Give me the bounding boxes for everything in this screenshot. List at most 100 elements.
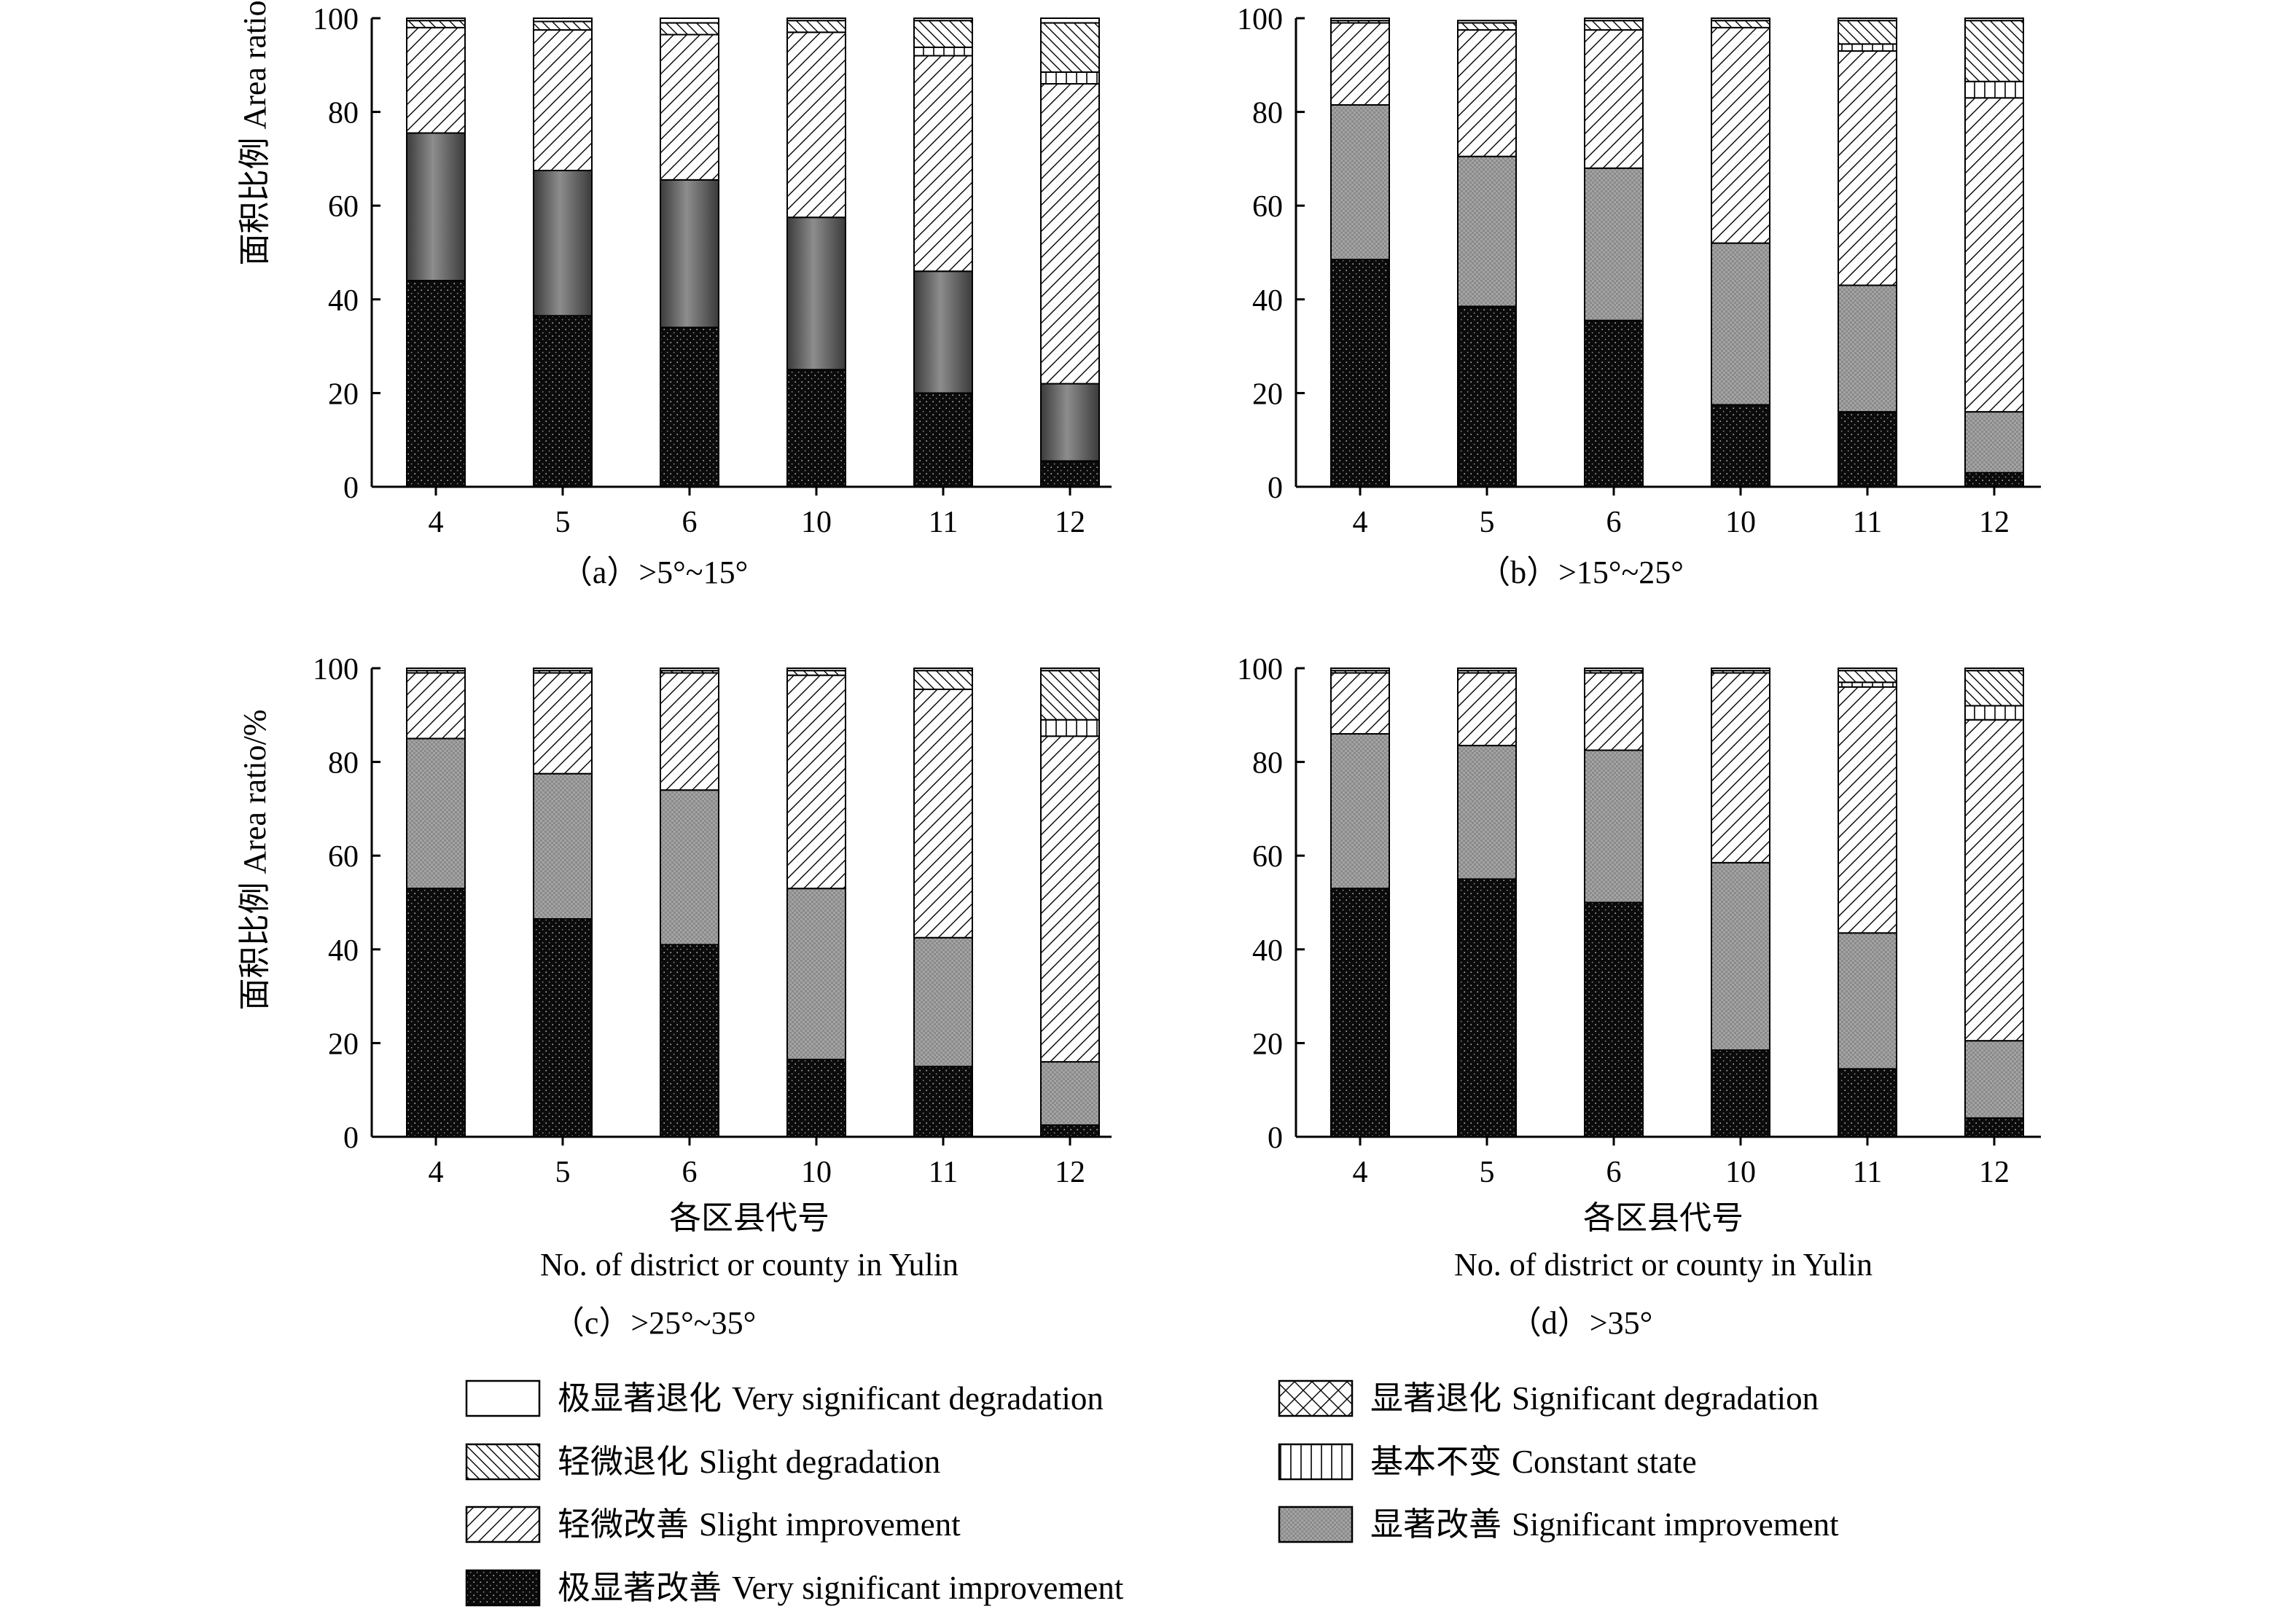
bar-segment-vsd (1964, 668, 2024, 672)
bar-segment-vsi (1584, 319, 1644, 488)
bar-group-11 (913, 668, 973, 1138)
bar-segment-vsi (1040, 460, 1100, 488)
legend-label: 轻微改善 Slight improvement (558, 1506, 961, 1543)
bar-segment-vsd (1711, 668, 1770, 672)
bar-segment-si (406, 132, 466, 282)
bar-segment-sld (1838, 20, 1897, 45)
bar-segment-vsi (533, 315, 593, 488)
bar-segment-si (913, 270, 973, 394)
x-tick-label: 6 (1606, 506, 1622, 539)
bar-segment-si (786, 216, 846, 371)
bar-segment-sli (913, 688, 973, 939)
bar-segment-vsi (1330, 888, 1390, 1138)
legend-item-vsd: 极显著退化 Very significant degradation (465, 1379, 1104, 1417)
bar-segment-vsd (1457, 668, 1517, 672)
y-tick-label: 100 (1237, 3, 1283, 36)
bar-segment-sli (913, 55, 973, 273)
bar-segment-vsi (660, 944, 719, 1138)
bar-segment-vsd (1457, 20, 1517, 24)
bar-segment-vsd (1040, 668, 1100, 672)
bar-group-10 (1711, 668, 1770, 1138)
x-tick-label: 5 (1480, 506, 1495, 539)
panel-c: 0 20 40 60 80 100 4 5 6 10 11 12 （c）>25°~35° (313, 653, 1112, 1341)
x-axis-title-en-right: No. of district or county in Yulin (1454, 1247, 1873, 1283)
legend-item-sd: 显著退化 Significant degradation (1278, 1379, 1819, 1417)
bar-segment-cs (1040, 71, 1100, 85)
legend-label-en: Constant state (1512, 1444, 1697, 1480)
legend-label-cn: 极显著退化 (558, 1380, 722, 1417)
legend-item-cs: 基本不变 Constant state (1278, 1443, 1697, 1481)
bar-segment-sli (406, 26, 466, 134)
bar-group-10 (786, 17, 846, 488)
bar-segment-sld (1040, 22, 1100, 73)
legend-label-en: Significant improvement (1512, 1506, 1839, 1543)
bar-segment-sli (1457, 29, 1517, 157)
bar-group-6 (660, 17, 719, 488)
y-tick-label: 0 (1268, 1121, 1283, 1155)
x-tick-label: 4 (1353, 1156, 1368, 1189)
legend-item-si: 显著改善 Significant improvement (1278, 1506, 1839, 1543)
bar-segment-vsi (786, 369, 846, 488)
legend-label: 极显著退化 Very significant degradation (558, 1380, 1104, 1417)
bar-segment-si (1584, 749, 1644, 904)
bar-segment-si (1330, 733, 1390, 890)
bar-segment-vsd (533, 17, 593, 23)
bar-segment-vsi (1964, 1117, 2024, 1138)
bar-segment-sld (660, 22, 719, 36)
bar-segment-si (1838, 932, 1897, 1070)
bar-segment-si (533, 772, 593, 920)
bar-segment-sli (1457, 672, 1517, 747)
y-axis-title-bottom: 面积比例 Area ratio/% (237, 710, 273, 1011)
bar-segment-sli (1330, 22, 1390, 106)
bar-segment-si (1964, 411, 2024, 474)
bar-segment-vsd (913, 17, 973, 22)
bar-segment-sli (406, 672, 466, 740)
y-tick-label: 40 (1252, 934, 1283, 968)
x-tick-label: 5 (555, 1156, 571, 1189)
bar-segment-cs (1964, 705, 2024, 721)
bar-segment-vsi (1838, 1068, 1897, 1138)
legend-swatch (1278, 1443, 1354, 1481)
bar-segment-si (1838, 284, 1897, 413)
y-tick-label: 20 (328, 377, 359, 411)
bar-group-12 (1964, 17, 2024, 488)
bar-segment-sli (1330, 672, 1390, 735)
legend-label: 显著退化 Significant degradation (1370, 1380, 1819, 1417)
bar-segment-si (1040, 1061, 1100, 1126)
legend-label-cn: 轻微改善 (558, 1506, 689, 1543)
bar-group-6 (660, 668, 719, 1138)
y-tick-label: 0 (343, 1121, 359, 1155)
bar-segment-si (1330, 103, 1390, 261)
x-tick-label: 5 (1480, 1156, 1495, 1189)
bar-group-12 (1040, 17, 1100, 488)
x-tick-label: 12 (1979, 1156, 2010, 1189)
bar-segment-vsd (1838, 668, 1897, 672)
bar-segment-sli (660, 672, 719, 791)
bar-segment-sld (1964, 670, 2024, 707)
bar-segment-vsd (1584, 668, 1644, 672)
bar-group-5 (1457, 20, 1517, 488)
legend-swatch (1278, 1506, 1354, 1543)
x-tick-label: 4 (429, 506, 444, 539)
bar-segment-si (1457, 155, 1517, 308)
panel-a: 0 20 40 60 80 100 4 5 6 10 11 12 （a）>5°~15° (313, 3, 1112, 590)
bar-segment-si (406, 737, 466, 890)
bar-group-5 (1457, 668, 1517, 1138)
legend-swatch (465, 1569, 541, 1607)
bar-segment-vsd (913, 668, 973, 672)
legend-label-cn: 显著退化 (1370, 1380, 1502, 1417)
bar-segment-vsi (1584, 901, 1644, 1138)
y-tick-label: 20 (328, 1027, 359, 1061)
bar-segment-vsd (786, 17, 846, 22)
bar-segment-cs (1838, 43, 1897, 52)
x-tick-label: 6 (682, 1156, 698, 1189)
bar-segment-vsi (406, 888, 466, 1138)
legend-label-en: Slight degradation (699, 1444, 940, 1480)
bar-segment-sli (1040, 83, 1100, 385)
y-tick-label: 60 (1252, 190, 1283, 224)
bar-segment-si (1711, 242, 1770, 406)
x-tick-label: 6 (1606, 1156, 1622, 1189)
legend-item-vsi: 极显著改善 Very significant improvement (465, 1569, 1124, 1607)
legend-swatch (465, 1506, 541, 1543)
